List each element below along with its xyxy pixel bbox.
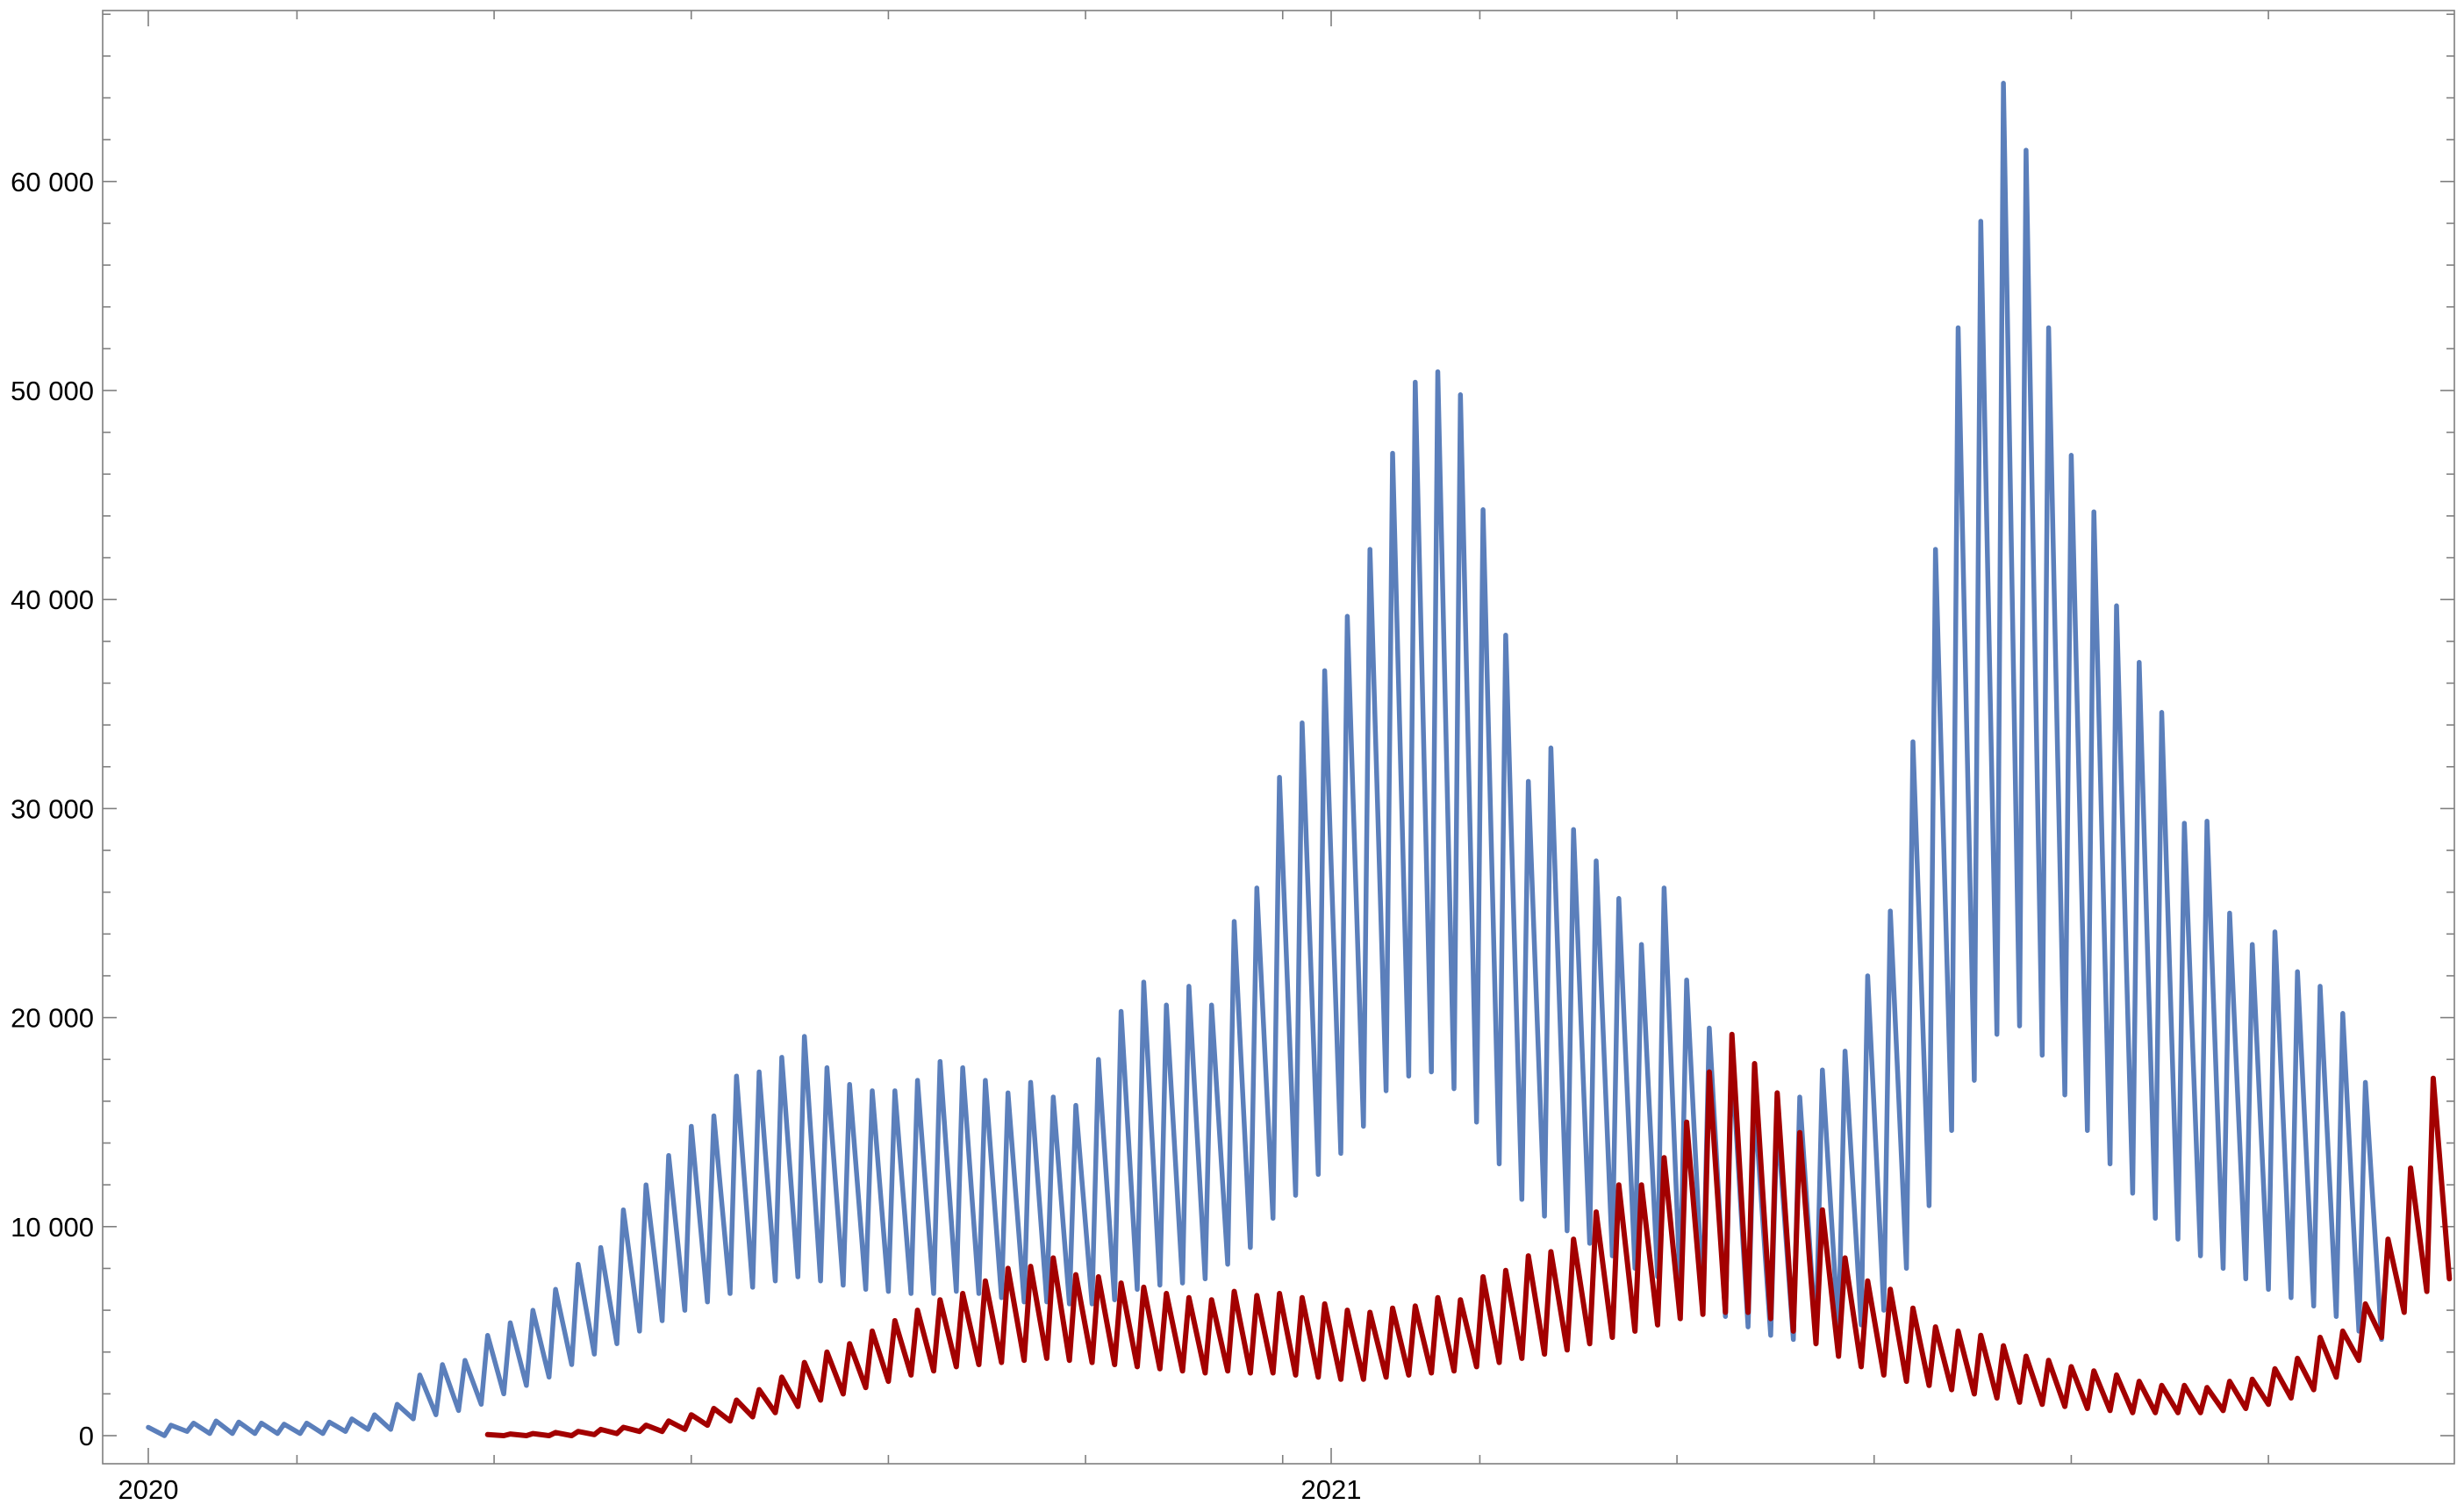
y-tick-label: 30 000 bbox=[11, 793, 94, 824]
y-tick-label: 60 000 bbox=[11, 167, 94, 197]
y-tick-label: 50 000 bbox=[11, 376, 94, 406]
series-line-1 bbox=[146, 81, 2384, 1438]
x-axis: 2020 2021 bbox=[118, 11, 2269, 1505]
x-tick-label: 2020 bbox=[118, 1474, 179, 1505]
series-line-2 bbox=[484, 1031, 2453, 1438]
plot-frame bbox=[102, 10, 2455, 1465]
y-tick-label: 20 000 bbox=[11, 1003, 94, 1034]
x-tick-label: 2021 bbox=[1301, 1474, 1362, 1505]
y-tick-label: 40 000 bbox=[11, 584, 94, 615]
y-tick-label: 10 000 bbox=[11, 1212, 94, 1243]
y-tick-label: 0 bbox=[79, 1421, 94, 1451]
series-group bbox=[146, 81, 2453, 1438]
y-axis: 0 10 000 20 000 30 000 40 000 50 000 60 000 bbox=[11, 13, 2454, 1451]
